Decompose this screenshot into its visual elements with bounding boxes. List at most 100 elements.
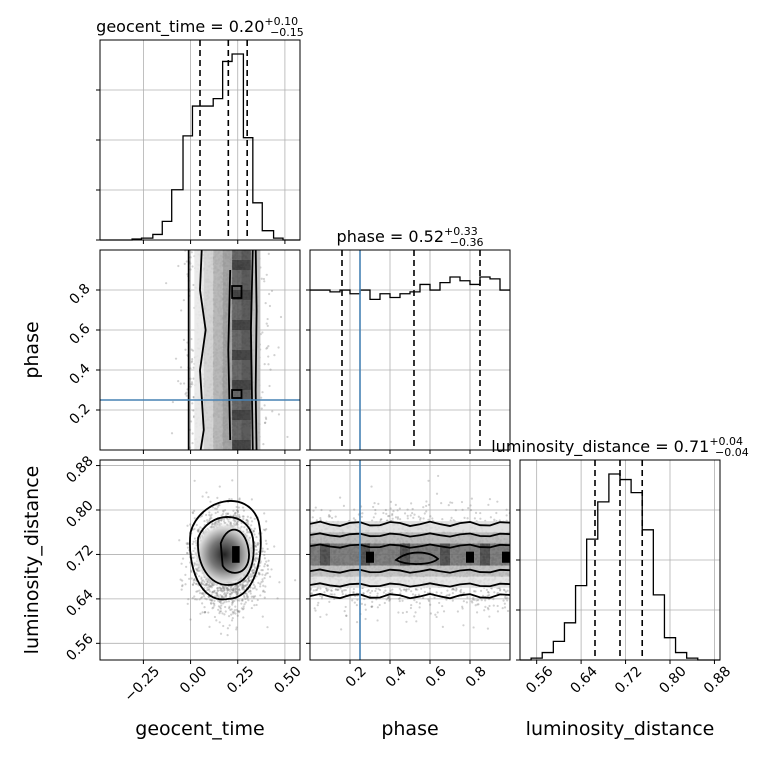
sample-point: [221, 512, 225, 516]
density-cell: [232, 280, 242, 290]
density-cell: [213, 420, 223, 430]
sample-point: [260, 277, 263, 280]
density-cell: [241, 370, 251, 380]
sample-point: [266, 568, 270, 571]
sample-point: [268, 304, 272, 308]
sample-point: [204, 584, 207, 587]
density-cell: [203, 340, 214, 350]
sample-point: [213, 589, 216, 592]
sample-point: [267, 559, 270, 562]
density-cell: [222, 380, 233, 390]
sample-point: [190, 361, 193, 364]
sample-point: [232, 588, 235, 591]
sample-point: [206, 588, 209, 592]
sample-point: [180, 562, 183, 565]
sample-point: [191, 265, 194, 268]
sample-point: [221, 587, 224, 590]
sample-point: [216, 587, 219, 590]
sample-point: [235, 505, 238, 509]
sample-point: [233, 511, 237, 515]
sample-point: [193, 537, 197, 540]
sample-point: [231, 479, 234, 482]
sample-point: [265, 322, 268, 325]
sample-point: [232, 589, 235, 592]
sample-point: [197, 530, 200, 533]
sample-point: [212, 590, 216, 593]
sample-point: [263, 562, 267, 566]
sample-point: [189, 377, 192, 380]
density-cell: [194, 430, 204, 440]
density-cell: [222, 280, 233, 290]
sample-point: [186, 524, 189, 527]
sample-point: [251, 572, 254, 576]
sample-point: [217, 503, 220, 507]
sample-point: [236, 509, 239, 512]
density-cell: [232, 390, 242, 400]
sample-point: [211, 590, 214, 593]
density-cell: [203, 330, 214, 340]
sample-point: [263, 550, 266, 553]
sample-point: [258, 573, 261, 576]
sample-point: [177, 380, 180, 383]
sample-point: [251, 587, 255, 590]
density-cell: [241, 320, 251, 330]
sample-point: [209, 601, 213, 605]
sample-point: [238, 497, 241, 500]
sample-point: [186, 542, 189, 546]
sample-point: [234, 588, 237, 591]
density-cell: [232, 330, 242, 340]
sample-point: [190, 569, 193, 572]
sample-point: [241, 506, 245, 509]
density-cell: [241, 340, 251, 350]
sample-point: [236, 591, 239, 594]
sample-point: [192, 395, 195, 399]
sample-point: [235, 585, 239, 588]
sample-point: [219, 607, 222, 610]
sample-point: [261, 547, 264, 550]
sample-point: [234, 605, 237, 608]
sample-point: [204, 611, 207, 614]
sample-point: [216, 594, 220, 597]
sample-point: [264, 539, 267, 542]
sample-point: [193, 509, 196, 512]
density-cell: [241, 330, 251, 340]
density-cell: [232, 290, 242, 300]
sample-point: [265, 528, 268, 531]
sample-point: [192, 579, 195, 582]
sample-point: [242, 584, 245, 587]
sample-point: [231, 588, 234, 591]
sample-point: [205, 519, 209, 522]
sample-point: [192, 581, 196, 584]
density-cell: [213, 370, 223, 380]
sample-point: [247, 579, 250, 582]
sample-point: [258, 571, 261, 575]
sample-point: [225, 600, 228, 603]
density-cell: [232, 440, 242, 450]
sample-point: [235, 628, 238, 631]
sample-point: [189, 268, 192, 271]
density-cell: [194, 340, 204, 350]
sample-point: [220, 604, 223, 607]
density-cell: [232, 370, 242, 380]
sample-point: [205, 513, 208, 517]
sample-point: [228, 605, 231, 608]
density-cell: [241, 310, 251, 320]
sample-point: [252, 595, 255, 598]
sample-point: [244, 592, 247, 595]
sample-point: [225, 593, 228, 597]
sample-point: [242, 586, 246, 589]
sample-point: [236, 610, 239, 613]
sample-point: [252, 529, 255, 532]
density-cell: [232, 260, 242, 270]
sample-point: [250, 524, 253, 527]
sample-point: [200, 592, 204, 595]
sample-point: [205, 582, 209, 585]
sample-point: [268, 575, 272, 578]
sample-point: [227, 615, 231, 618]
sample-point: [217, 595, 221, 599]
sample-point: [238, 589, 241, 592]
sample-point: [257, 550, 260, 554]
sample-point: [252, 530, 255, 533]
sample-point: [190, 381, 194, 384]
sample-point: [252, 596, 256, 599]
